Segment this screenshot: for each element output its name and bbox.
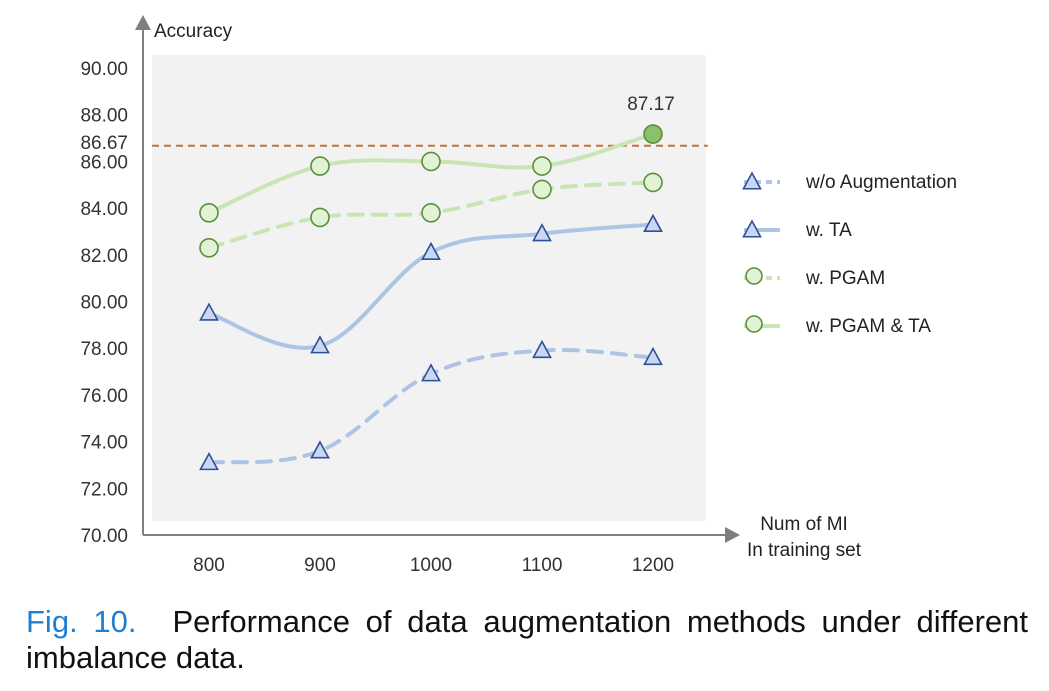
x-axis-title-line2: In training set [747, 540, 862, 561]
x-tick-label: 1200 [632, 555, 674, 576]
data-point-circle [532, 179, 552, 200]
x-tick-label: 1000 [410, 555, 452, 576]
figure-caption: Fig. 10. Performance of data augmentation… [26, 604, 1028, 676]
x-tick-label: 1100 [522, 555, 563, 576]
y-tick-label: 90.00 [80, 59, 128, 80]
plot-background [152, 55, 706, 521]
x-tick-labels: 800 900 1000 1100 1200 [193, 555, 674, 576]
x-axis-arrow [725, 527, 740, 543]
data-point-circle [199, 202, 219, 223]
legend-marker-circle [745, 315, 763, 333]
data-point-triangle [532, 339, 552, 359]
legend-label: w. PGAM & TA [805, 316, 931, 337]
legend-label: w. TA [805, 220, 852, 241]
data-point-triangle [199, 451, 219, 471]
caption-text: Performance of data augmentation methods… [26, 604, 1028, 675]
legend-label: w/o Augmentation [805, 172, 957, 193]
y-tick-label: 72.00 [80, 479, 128, 500]
y-axis-arrow [135, 15, 151, 30]
y-tick-label: 88.00 [80, 106, 128, 127]
data-point-circle [421, 202, 441, 223]
legend: w/o Augmentation w. TA w. PGAM w. PGAM & TA [742, 171, 957, 337]
y-tick-labels: 70.00 72.00 74.00 76.00 78.00 80.00 82.00 84.00… [80, 59, 128, 547]
figure-number: Fig. 10. [26, 604, 137, 639]
data-point-triangle [643, 213, 663, 232]
x-tick-label: 800 [193, 555, 225, 576]
reference-line-label: 86.67 [80, 133, 128, 154]
y-tick-label: 84.00 [80, 199, 128, 220]
legend-marker-circle [745, 267, 763, 285]
data-point-triangle [199, 302, 219, 321]
data-point-triangle [310, 440, 330, 459]
series-markers [199, 124, 663, 471]
legend-marker-triangle [742, 219, 762, 238]
data-point-circle [643, 124, 663, 144]
y-tick-label: 70.00 [80, 526, 128, 547]
data-point-circle [310, 207, 330, 228]
data-point-circle [643, 172, 663, 193]
data-point-triangle [421, 241, 441, 261]
line-chart: Accuracy Num of MI In training set 70.00… [80, 15, 957, 576]
y-tick-label: 74.00 [80, 433, 128, 454]
data-point-circle [532, 156, 552, 176]
y-tick-label: 82.00 [80, 246, 128, 267]
data-point-triangle [643, 346, 663, 366]
x-tick-label: 900 [304, 555, 336, 576]
data-point-circle [199, 237, 219, 258]
legend-marker-triangle [742, 171, 762, 190]
legend-label: w. PGAM [805, 268, 885, 289]
y-tick-label: 76.00 [80, 386, 128, 407]
y-axis-title: Accuracy [154, 21, 233, 42]
y-tick-label: 80.00 [80, 293, 128, 314]
y-tick-label: 86.00 [80, 152, 128, 173]
data-point-circle [310, 156, 330, 176]
data-point-triangle [421, 363, 441, 382]
y-tick-label: 78.00 [80, 339, 128, 360]
data-point-triangle [310, 335, 330, 354]
data-point-circle [421, 151, 441, 172]
data-point-triangle [532, 223, 552, 242]
x-axis-title-line1: Num of MI [760, 514, 848, 535]
max-value-annotation: 87.17 [627, 94, 675, 115]
